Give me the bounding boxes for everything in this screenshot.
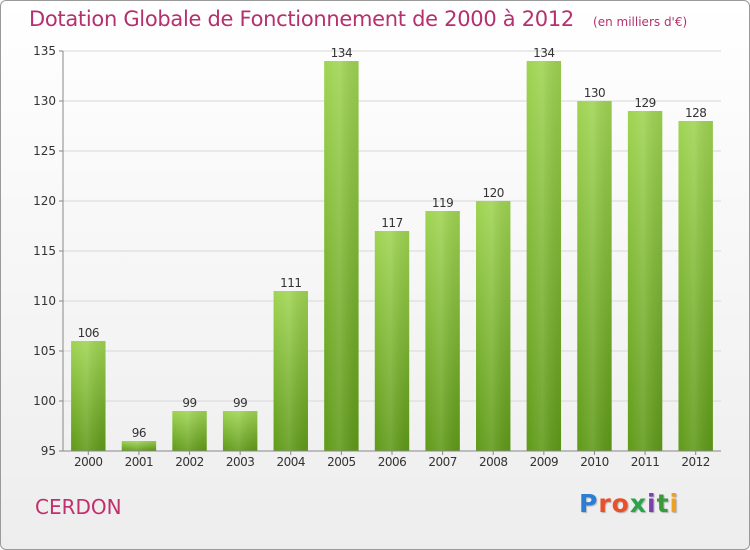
x-tick-label: 2011: [631, 455, 660, 469]
bar-shine: [678, 121, 713, 451]
bar-shine: [425, 211, 460, 451]
bar-shine: [222, 411, 258, 451]
x-tick-label: 2006: [378, 455, 407, 469]
value-label: 96: [132, 426, 146, 440]
logo-letter: x: [629, 489, 647, 518]
bar-shine: [526, 61, 562, 451]
value-label: 134: [533, 46, 554, 60]
value-label: 99: [182, 396, 196, 410]
x-tick-label: 2009: [530, 455, 559, 469]
place-name: CERDON: [35, 495, 122, 519]
logo-letter: t: [656, 489, 670, 518]
bar-shine: [476, 201, 511, 451]
logo-letter: o: [611, 489, 630, 518]
bar-shine: [577, 101, 612, 451]
y-tick-label: 115: [33, 244, 56, 258]
y-tick-label: 95: [41, 444, 56, 458]
value-label: 117: [381, 216, 402, 230]
x-tick-label: 2001: [125, 455, 154, 469]
x-tick-label: 2004: [276, 455, 305, 469]
logo-letter: r: [598, 489, 612, 518]
value-label: 129: [634, 96, 655, 110]
y-tick-label: 130: [33, 94, 56, 108]
bar-shine: [627, 111, 663, 451]
value-label: 111: [280, 276, 301, 290]
chart-subtitle: (en milliers d'€): [593, 15, 688, 29]
bars: 106 96 99 99 111 134 117 119 120 134 130 129 128: [71, 46, 713, 451]
value-label: 106: [78, 326, 99, 340]
bar-shine: [273, 291, 308, 451]
logo-letter: i: [647, 489, 657, 518]
y-tick-label: 125: [33, 144, 56, 158]
x-tick-label: 2007: [428, 455, 457, 469]
y-tick-label: 120: [33, 194, 56, 208]
axes: 95 100 105 110 115 120 125 130 135 2000 2001 2002 20…: [33, 44, 721, 469]
title-line: Dotation Globale de Fonctionnement de 20…: [29, 7, 687, 31]
x-tick-label: 2003: [226, 455, 255, 469]
y-tick-label: 110: [33, 294, 56, 308]
value-label: 134: [331, 46, 352, 60]
bar-shine: [71, 341, 106, 451]
value-label: 99: [233, 396, 247, 410]
x-tick-label: 2005: [327, 455, 356, 469]
y-tick-label: 100: [33, 394, 56, 408]
bar-shine: [324, 61, 359, 451]
chart-title: Dotation Globale de Fonctionnement de 20…: [29, 7, 574, 31]
y-tick-label: 135: [33, 44, 56, 58]
x-tick-label: 2010: [580, 455, 609, 469]
bar-shine: [374, 231, 410, 451]
value-label: 119: [432, 196, 453, 210]
bar-shine: [172, 411, 207, 451]
y-tick-label: 105: [33, 344, 56, 358]
value-label: 130: [584, 86, 605, 100]
value-label: 128: [685, 106, 706, 120]
value-label: 120: [483, 186, 504, 200]
bar-shine: [121, 441, 157, 451]
x-tick-label: 2012: [681, 455, 710, 469]
x-tick-label: 2000: [74, 455, 103, 469]
x-tick-label: 2002: [175, 455, 204, 469]
logo-letter: P: [579, 489, 599, 518]
logo-letter: i: [669, 489, 680, 518]
x-tick-label: 2008: [479, 455, 508, 469]
proxiti-logo: Proxiti: [579, 489, 679, 518]
